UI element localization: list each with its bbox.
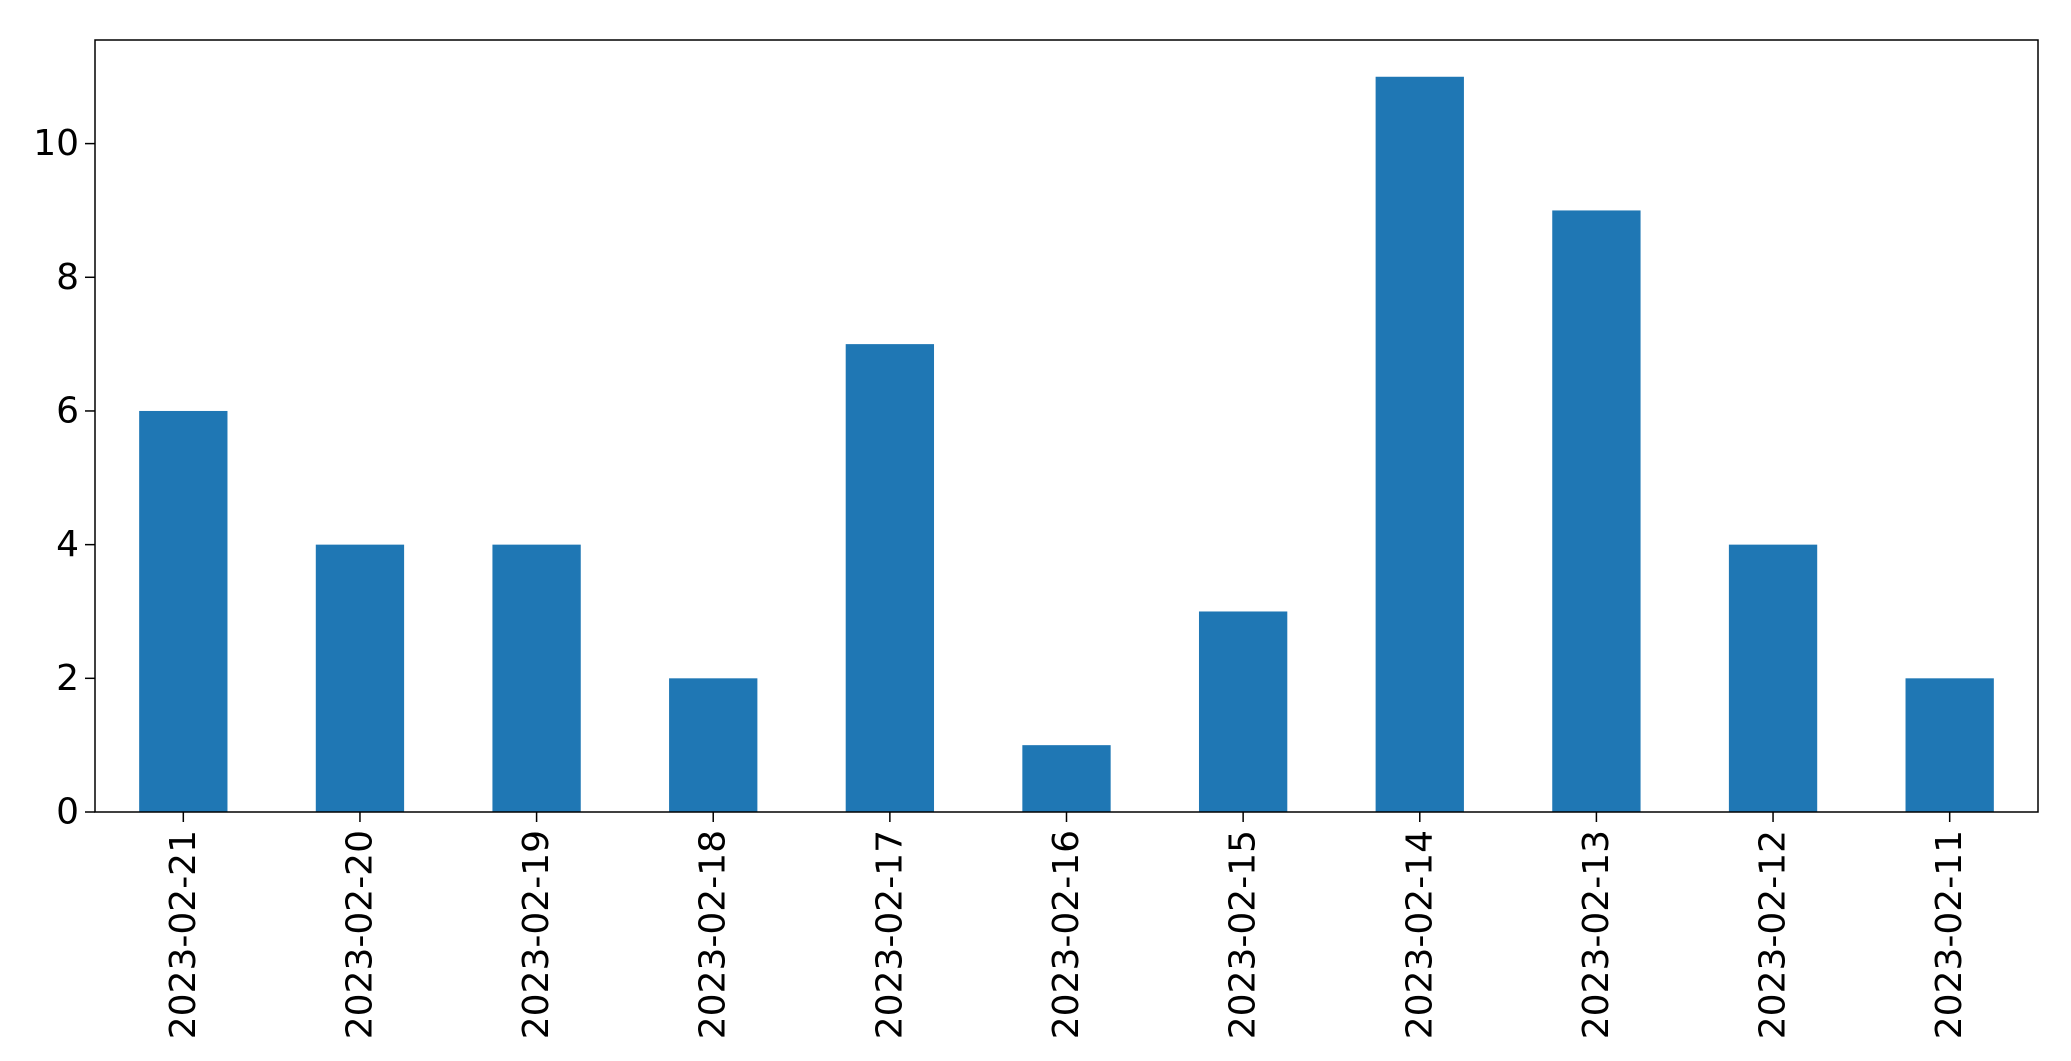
y-tick-label: 2 xyxy=(56,658,79,699)
x-tick-label: 2023-02-18 xyxy=(693,830,734,1039)
bar-2023-02-12 xyxy=(1728,544,1818,812)
bar-2023-02-15 xyxy=(1198,611,1288,812)
bar-2023-02-18 xyxy=(669,678,758,812)
bar-2023-02-21 xyxy=(139,410,228,812)
x-tick-label: 2023-02-16 xyxy=(1046,830,1087,1039)
bar-2023-02-17 xyxy=(845,344,935,812)
x-tick-label: 2023-02-12 xyxy=(1753,830,1794,1039)
bar-2023-02-11 xyxy=(1905,678,1994,812)
bar-2023-02-16 xyxy=(1022,745,1111,812)
y-tick-label: 8 xyxy=(56,257,79,298)
y-axis: 0 2 4 6 8 10 xyxy=(33,123,95,833)
bar-2023-02-20 xyxy=(315,544,405,812)
y-tick-label: 10 xyxy=(33,123,79,164)
x-tick-label: 2023-02-19 xyxy=(516,830,557,1039)
bar-2023-02-19 xyxy=(492,544,581,812)
x-tick-label: 2023-02-13 xyxy=(1576,830,1617,1039)
x-tick-label: 2023-02-14 xyxy=(1399,830,1440,1039)
x-tick-label: 2023-02-17 xyxy=(869,830,910,1039)
y-tick-label: 4 xyxy=(56,524,79,565)
x-tick-label: 2023-02-15 xyxy=(1223,830,1264,1039)
bar-2023-02-14 xyxy=(1375,76,1464,812)
x-axis: 2023-02-21 2023-02-20 2023-02-19 2023-02-18… xyxy=(163,812,1970,1039)
bar-2023-02-13 xyxy=(1552,210,1641,813)
plot-frame xyxy=(94,39,2039,813)
x-tick-label: 2023-02-20 xyxy=(339,830,380,1039)
y-tick-label: 6 xyxy=(56,390,79,431)
y-tick-label: 0 xyxy=(56,792,79,833)
x-tick-label: 2023-02-11 xyxy=(1929,830,1970,1039)
bars-layer xyxy=(139,76,1994,813)
x-tick-label: 2023-02-21 xyxy=(163,830,204,1039)
